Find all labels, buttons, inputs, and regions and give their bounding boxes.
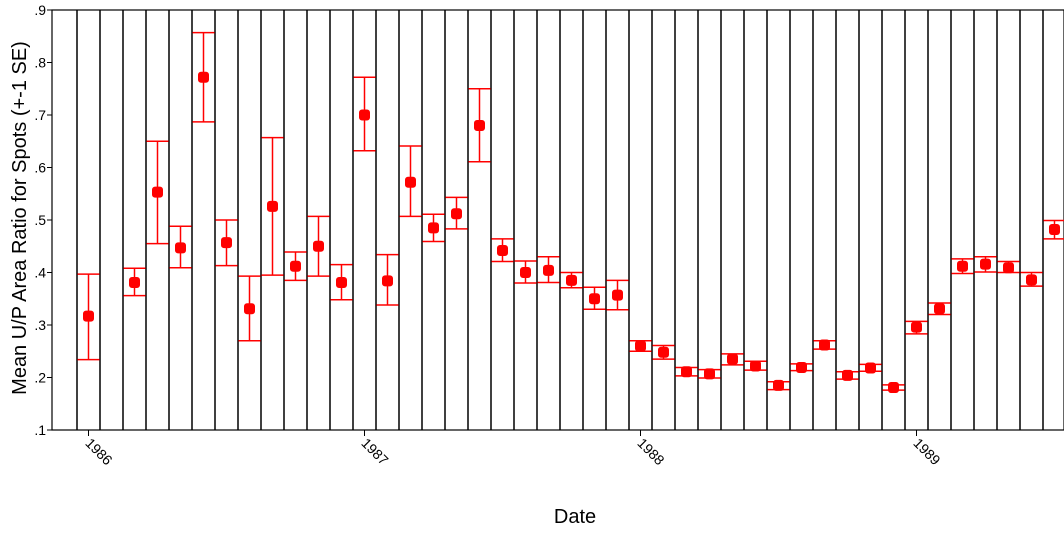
data-point	[819, 339, 830, 351]
data-point	[704, 368, 715, 380]
data-point	[428, 222, 439, 234]
data-point	[451, 208, 462, 220]
y-tick-label: .5	[34, 212, 46, 228]
data-point	[980, 258, 991, 270]
data-point	[382, 275, 393, 287]
data-point	[957, 260, 968, 272]
data-point	[290, 260, 301, 272]
data-point	[1003, 262, 1014, 274]
x-axis-title: Date	[554, 506, 596, 528]
data-point	[888, 381, 899, 393]
data-point	[658, 346, 669, 358]
x-tick-label: 1989	[910, 435, 943, 468]
data-point	[727, 353, 738, 365]
data-point	[221, 237, 232, 249]
data-point	[911, 321, 922, 333]
data-point	[566, 274, 577, 286]
data-point	[83, 310, 94, 322]
data-point	[796, 362, 807, 374]
data-point	[1026, 274, 1037, 286]
data-point	[175, 242, 186, 254]
data-point	[1049, 223, 1060, 235]
y-tick-label: .6	[34, 160, 46, 176]
y-tick-label: .4	[34, 265, 46, 281]
data-point	[497, 244, 508, 256]
data-point	[750, 360, 761, 372]
data-point	[244, 303, 255, 315]
plot-area: .1 .2 .3 .4 .5 .6 .7 .8 .9 1986 1987 1988 1989	[34, 2, 1064, 468]
x-tick-label: 1988	[634, 435, 667, 468]
data-point	[635, 340, 646, 352]
data-point	[520, 267, 531, 278]
data-point	[681, 366, 692, 378]
data-point	[359, 109, 370, 121]
data-point	[336, 276, 347, 288]
x-tick-label: 1986	[82, 435, 115, 468]
data-point	[543, 264, 554, 276]
data-point	[474, 120, 485, 131]
data-point	[405, 176, 416, 188]
data-point	[934, 303, 945, 315]
data-point	[589, 293, 600, 305]
y-tick-label: .7	[34, 107, 46, 123]
data-point	[612, 289, 623, 301]
y-tick-label: .3	[34, 317, 46, 333]
data-point	[129, 276, 140, 288]
x-tick-label: 1987	[358, 435, 391, 468]
data-point	[198, 71, 209, 83]
y-tick-label: .1	[34, 422, 46, 438]
data-point	[313, 240, 324, 252]
y-tick-label: .9	[34, 2, 46, 18]
data-point	[865, 362, 876, 374]
y-tick-label: .8	[34, 55, 46, 71]
data-point	[152, 186, 163, 198]
y-axis-title: Mean U/P Area Ratio for Spots (+-1 SE)	[9, 41, 31, 395]
data-point	[773, 379, 784, 391]
data-point	[267, 200, 278, 212]
y-tick-label: .2	[34, 370, 46, 386]
data-point	[842, 369, 853, 381]
